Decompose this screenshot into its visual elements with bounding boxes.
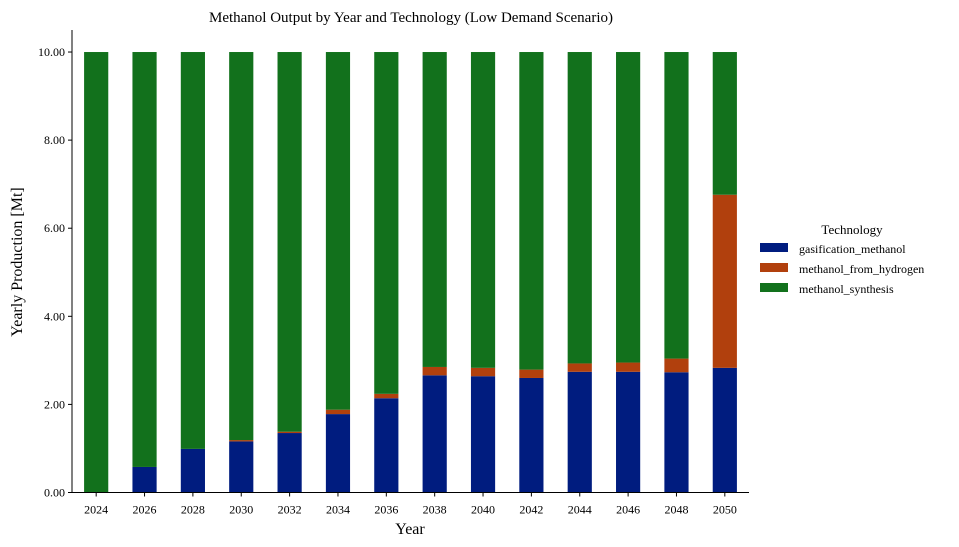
bar-methanol-synthesis-2030	[229, 52, 254, 441]
bar-gasification-methanol-2030	[229, 441, 254, 493]
legend-swatch-methanol-from-hydrogen	[760, 263, 788, 272]
bar-methanol-from-hydrogen-2050	[712, 194, 737, 368]
bar-gasification-methanol-2028	[180, 448, 205, 493]
x-tick-label: 2042	[519, 503, 543, 517]
x-tick-label: 2044	[568, 503, 592, 517]
bar-gasification-methanol-2034	[325, 414, 351, 493]
bar-gasification-methanol-2048	[664, 372, 689, 493]
bar-methanol-from-hydrogen-2038	[422, 366, 447, 376]
x-tick-label: 2038	[423, 503, 447, 517]
bar-methanol-synthesis-2042	[519, 52, 544, 370]
x-tick-label: 2050	[713, 503, 737, 517]
x-tick-label: 2024	[84, 503, 108, 517]
bar-methanol-from-hydrogen-2034	[325, 409, 351, 415]
x-tick-label: 2048	[664, 503, 688, 517]
bar-gasification-methanol-2044	[567, 371, 592, 493]
bar-gasification-methanol-2050	[712, 367, 737, 493]
bar-methanol-synthesis-2024	[84, 52, 109, 493]
x-axis-title: Year	[395, 521, 425, 538]
legend-swatch-methanol-synthesis	[760, 283, 788, 292]
chart-title: Methanol Output by Year and Technology (…	[209, 10, 613, 26]
bar-methanol-synthesis-2026	[132, 52, 157, 467]
bar-methanol-synthesis-2038	[422, 52, 447, 367]
bar-gasification-methanol-2032	[277, 433, 302, 493]
bar-methanol-synthesis-2034	[325, 52, 351, 410]
bar-gasification-methanol-2036	[374, 398, 399, 493]
legend-items: gasification_methanol methanol_from_hydro…	[760, 242, 924, 296]
bar-gasification-methanol-2046	[616, 371, 641, 493]
legend-label-gasification-methanol: gasification_methanol	[799, 242, 906, 256]
y-tick-label: 6.00	[44, 221, 65, 235]
x-ticks-group: 2024 2026 2028 2030 2032 2034 2036 2038 2040 2042…	[84, 492, 737, 517]
x-tick-label: 2036	[374, 503, 398, 517]
bar-methanol-synthesis-2046	[616, 52, 641, 363]
bar-methanol-synthesis-2028	[180, 52, 205, 449]
bars-group	[84, 52, 737, 493]
bar-gasification-methanol-2042	[519, 377, 544, 493]
bar-methanol-synthesis-2036	[374, 52, 399, 394]
bar-methanol-synthesis-2044	[567, 52, 592, 364]
y-tick-label: 4.00	[44, 309, 65, 323]
x-tick-label: 2040	[471, 503, 495, 517]
legend-title: Technology	[821, 222, 883, 237]
bar-methanol-from-hydrogen-2044	[567, 363, 592, 372]
bar-methanol-synthesis-2032	[277, 52, 302, 432]
legend-swatch-gasification-methanol	[760, 243, 788, 252]
bar-methanol-from-hydrogen-2036	[374, 393, 399, 399]
x-tick-label: 2030	[229, 503, 253, 517]
bar-methanol-synthesis-2040	[470, 52, 496, 368]
bar-methanol-from-hydrogen-2040	[470, 367, 496, 377]
x-tick-label: 2034	[326, 503, 350, 517]
y-tick-label: 0.00	[44, 486, 65, 500]
x-tick-label: 2046	[616, 503, 640, 517]
y-tick-label: 8.00	[44, 133, 65, 147]
y-ticks-group: 0.00 2.00 4.00 6.00 8.00 10.00	[38, 45, 72, 500]
y-axis-title: Yearly Production [Mt]	[9, 187, 26, 336]
x-tick-label: 2032	[278, 503, 302, 517]
y-tick-label: 10.00	[38, 45, 65, 59]
bar-methanol-from-hydrogen-2032	[277, 431, 302, 434]
legend: Technology gasification_methanol methanol…	[760, 222, 924, 296]
x-tick-label: 2026	[133, 503, 157, 517]
bar-gasification-methanol-2038	[422, 375, 447, 493]
bar-methanol-from-hydrogen-2030	[229, 440, 254, 442]
bar-methanol-from-hydrogen-2042	[519, 369, 544, 378]
legend-label-methanol-from-hydrogen: methanol_from_hydrogen	[799, 262, 924, 276]
x-tick-label: 2028	[181, 503, 205, 517]
bar-gasification-methanol-2040	[470, 376, 496, 493]
y-tick-label: 2.00	[44, 397, 65, 411]
legend-label-methanol-synthesis: methanol_synthesis	[799, 282, 894, 296]
bar-methanol-from-hydrogen-2046	[616, 362, 641, 372]
bar-methanol-synthesis-2048	[664, 52, 689, 359]
bar-methanol-from-hydrogen-2048	[664, 358, 689, 373]
bar-methanol-synthesis-2050	[712, 52, 737, 195]
bar-gasification-methanol-2026	[132, 466, 157, 493]
